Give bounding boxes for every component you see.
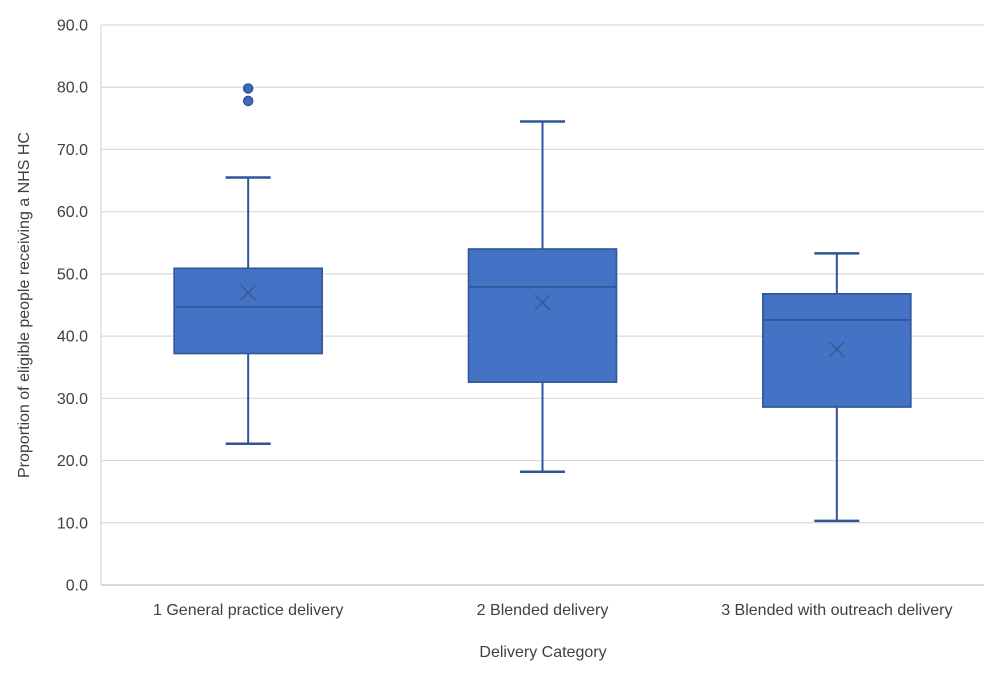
box-rect: [762, 292, 912, 408]
y-tick-label: 90.0: [57, 18, 88, 35]
outlier-point: [242, 83, 254, 94]
outlier-point: [242, 95, 254, 107]
x-axis-title: Delivery Category: [479, 644, 607, 661]
y-tick-label: 70.0: [57, 142, 88, 159]
x-category-label: 1 General practice delivery: [153, 602, 343, 619]
y-tick-label: 40.0: [57, 329, 88, 346]
x-category-label: 2 Blended delivery: [477, 602, 609, 619]
box-rect: [467, 248, 618, 383]
x-category-label: 3 Blended with outreach delivery: [721, 602, 952, 619]
y-tick-label: 0.0: [66, 578, 88, 595]
y-tick-label: 20.0: [57, 453, 88, 470]
box-rect: [173, 267, 323, 355]
mean-marker: [240, 284, 257, 301]
mean-marker: [534, 294, 551, 311]
y-tick-label: 50.0: [57, 266, 88, 283]
y-tick-label: 10.0: [57, 515, 88, 532]
y-tick-label: 60.0: [57, 204, 88, 221]
y-tick-label: 30.0: [57, 391, 88, 408]
mean-marker: [828, 341, 845, 358]
y-tick-label: 80.0: [57, 80, 88, 97]
